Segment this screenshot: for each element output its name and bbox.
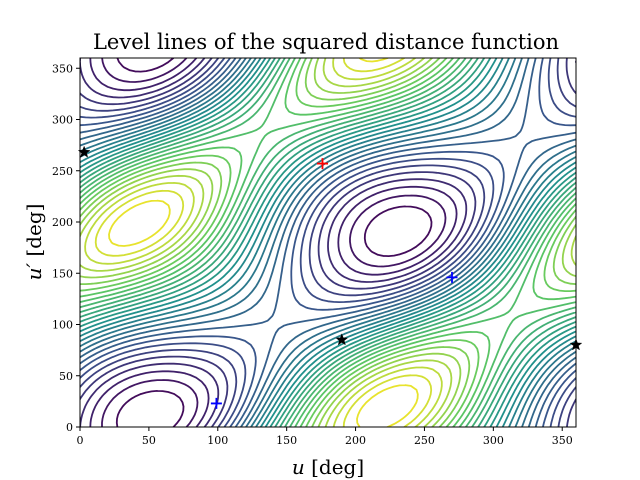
contour-level-line bbox=[80, 58, 576, 427]
x-axis-label-unit: [deg] bbox=[305, 455, 364, 479]
contour-lines bbox=[80, 58, 576, 427]
contour-level-line bbox=[108, 58, 419, 427]
contour-level-line bbox=[80, 58, 576, 427]
y-axis-label-unit: [deg] bbox=[22, 204, 46, 263]
contour-level-line bbox=[94, 58, 433, 427]
maximum-plus-marker bbox=[316, 158, 328, 170]
contour-level-line bbox=[80, 58, 576, 427]
x-tick-label: 350 bbox=[552, 434, 573, 447]
contour-level-line bbox=[80, 58, 576, 427]
x-axis-label: u [deg] bbox=[292, 455, 364, 479]
contour-level-line bbox=[80, 58, 576, 427]
contour-level-line bbox=[80, 58, 576, 427]
contour-level-line bbox=[84, 58, 443, 427]
saddle-star-marker bbox=[335, 333, 349, 346]
contour-level-line bbox=[80, 58, 576, 427]
x-tick-label: 100 bbox=[207, 434, 228, 447]
x-tick-label: 300 bbox=[483, 434, 504, 447]
x-axis-ticks: 0 50 100 150 200 250 300 350 bbox=[77, 427, 573, 447]
contour-level-line bbox=[80, 58, 576, 427]
y-axis-label: u′ [deg] bbox=[22, 204, 46, 281]
x-tick-label: 150 bbox=[276, 434, 297, 447]
contour-level-line bbox=[80, 58, 576, 427]
contour-level-line bbox=[80, 58, 576, 427]
chart-title: Level lines of the squared distance func… bbox=[93, 30, 559, 54]
x-tick-label: 200 bbox=[345, 434, 366, 447]
y-tick-label: 250 bbox=[52, 165, 73, 178]
x-tick-label: 0 bbox=[77, 434, 84, 447]
y-tick-label: 0 bbox=[66, 421, 73, 434]
y-tick-label: 150 bbox=[52, 267, 73, 280]
minimum-plus-marker bbox=[210, 397, 222, 409]
contour-level-line bbox=[101, 58, 447, 427]
y-axis-ticks: 0 50 100 150 200 250 300 350 bbox=[52, 62, 80, 434]
y-tick-label: 100 bbox=[52, 319, 73, 332]
y-tick-label: 350 bbox=[52, 62, 73, 75]
contour-level-line bbox=[80, 58, 576, 427]
contour-level-line bbox=[80, 58, 576, 427]
plot-frame bbox=[79, 57, 577, 428]
x-tick-label: 250 bbox=[414, 434, 435, 447]
y-tick-label: 300 bbox=[52, 114, 73, 127]
x-tick-label: 50 bbox=[142, 434, 156, 447]
contour-level-line bbox=[80, 58, 576, 427]
minimum-plus-marker bbox=[446, 271, 458, 283]
contour-level-line bbox=[80, 58, 576, 427]
contour-level-line bbox=[115, 58, 433, 427]
contour-level-line bbox=[80, 58, 576, 427]
y-tick-label: 200 bbox=[52, 216, 73, 229]
contour-level-line bbox=[80, 58, 576, 427]
contour-level-line bbox=[80, 58, 576, 427]
y-tick-label: 50 bbox=[59, 370, 73, 383]
contour-level-line bbox=[80, 58, 576, 427]
contour-level-line bbox=[80, 58, 576, 427]
contour-level-line bbox=[89, 58, 458, 427]
x-axis-label-var: u bbox=[292, 455, 305, 479]
contour-level-line bbox=[80, 58, 576, 427]
y-axis-label-var: u′ bbox=[22, 263, 46, 281]
